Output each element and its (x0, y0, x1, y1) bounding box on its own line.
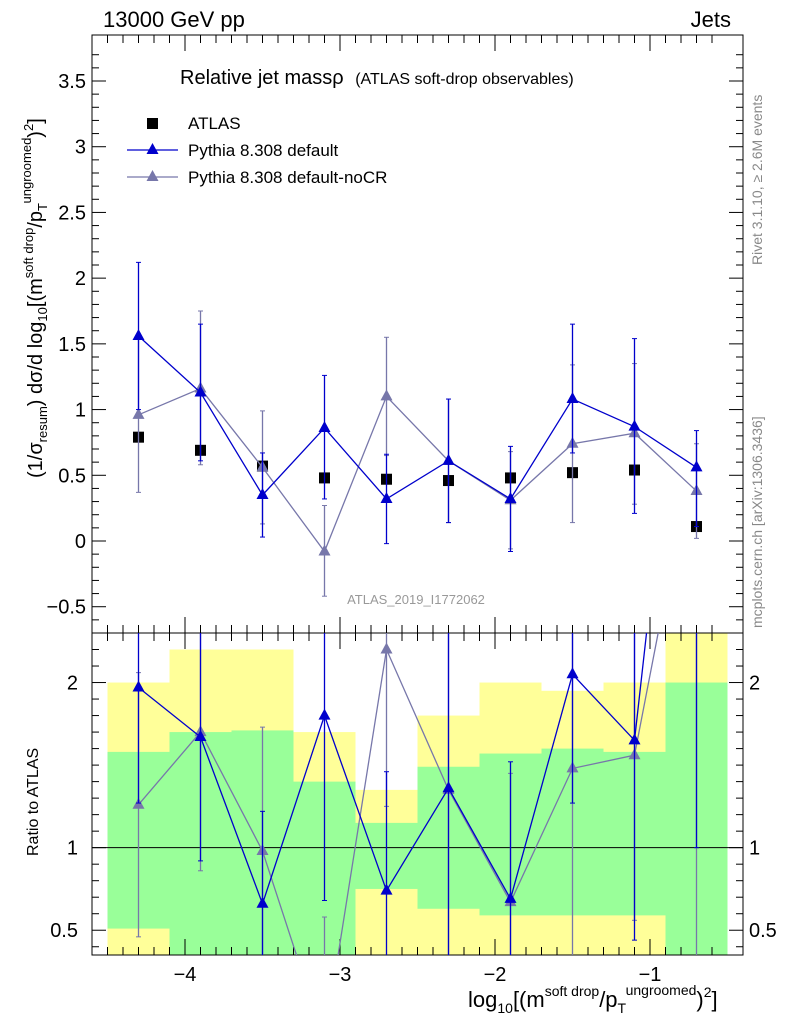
main-pythia-default-point (380, 491, 393, 503)
legend-label-pythia-default: Pythia 8.308 default (188, 141, 339, 160)
legend-label-pythia-nocr: Pythia 8.308 default-noCR (188, 168, 387, 187)
x-tick-label: −1 (639, 964, 662, 986)
process-label: Jets (691, 7, 731, 32)
legend-marker-pythia-nocr (146, 170, 159, 181)
analysis-watermark: ATLAS_2019_I1772062 (347, 592, 485, 607)
ratio-y-tick-label-left: 1 (67, 838, 78, 860)
chart-title-main: Relative jet massρ (180, 67, 344, 89)
ratio-pythia-nocr-point (380, 642, 393, 654)
main-pythia-default-point (442, 453, 455, 465)
main-pythia-default-point (256, 488, 269, 499)
main-y-tick-label: 1 (75, 400, 86, 422)
main-pythia-default-point (690, 460, 703, 472)
chart-subtitle: (ATLAS soft-drop observables) (355, 71, 573, 88)
main-y-tick-label: 0 (75, 531, 86, 553)
ratio-pythia-nocr-line (138, 633, 659, 955)
ratio-pythia-default-point (442, 781, 455, 793)
ratio-series-layer (132, 633, 699, 955)
main-pythia-default-point (628, 419, 641, 431)
legend-marker-atlas (147, 118, 158, 129)
main-y-tick-label: 3 (75, 137, 86, 159)
legend-marker-pythia-default (146, 143, 159, 154)
energy-label: 13000 GeV pp (103, 7, 245, 32)
ratio-y-axis: 0.5 0.5 1 1 2 2 (50, 649, 777, 948)
legend: ATLAS Pythia 8.308 default Pythia 8.308 … (127, 114, 387, 187)
main-y-tick-label: −0.5 (47, 597, 86, 619)
ratio-y-axis-label: Ratio to ATLAS (25, 748, 42, 856)
main-y-tick-label: 2 (75, 268, 86, 290)
x-axis: −4 −3 −2 −1 (107, 35, 713, 986)
main-pythia-default-point (566, 392, 579, 404)
ratio-y-tick-label-right: 2 (749, 673, 760, 695)
ratio-y-tick-label-right: 0.5 (749, 920, 777, 942)
main-y-tick-label: 0.5 (58, 465, 86, 487)
main-pythia-nocr-point (380, 389, 393, 401)
x-tick-label: −2 (484, 964, 507, 986)
legend-label-atlas: ATLAS (188, 114, 241, 133)
ratio-pythia-default-point (318, 708, 331, 720)
chart-title: Relative jet massρ (ATLAS soft-drop obse… (180, 67, 574, 89)
main-pythia-default-point (132, 328, 145, 340)
ratio-pythia-default-point (380, 883, 393, 895)
ratio-pythia-default-point (256, 896, 269, 908)
main-pythia-nocr-line (138, 387, 697, 553)
main-pythia-default-line (138, 335, 697, 500)
main-series-layer (132, 261, 703, 597)
main-y-axis-label: (1/σresum) dσ/d log10[(msoft drop/pTungr… (19, 118, 50, 478)
rivet-version-label: Rivet 3.1.10, ≥ 2.6M events (749, 95, 765, 265)
ratio-pythia-default-point (628, 733, 641, 745)
main-pythia-default-point (194, 385, 207, 397)
main-pythia-default-point (318, 420, 331, 432)
ratio-y-tick-label-left: 0.5 (50, 920, 78, 942)
main-y-axis: −0.5 0 0.5 1 1.5 2 2.5 3 3.5 (47, 54, 743, 621)
x-tick-label: −3 (329, 964, 352, 986)
main-pythia-nocr-point (132, 407, 145, 419)
ratio-pythia-default-point (504, 891, 517, 903)
x-tick-label: −4 (174, 964, 197, 986)
ratio-pythia-default-point (132, 680, 145, 692)
mcplots-label: mcplots.cern.ch [arXiv:1306.3436] (749, 416, 765, 628)
main-y-tick-label: 3.5 (58, 71, 86, 93)
ratio-pythia-default-point (566, 667, 579, 679)
main-y-tick-label: 2.5 (58, 202, 86, 224)
ratio-pythia-default-point (194, 730, 207, 742)
main-y-tick-label: 1.5 (58, 334, 86, 356)
ratio-pythia-default-line (138, 633, 648, 906)
ratio-y-tick-label-left: 2 (67, 673, 78, 695)
ratio-y-tick-label-right: 1 (749, 838, 760, 860)
main-pythia-default-point (504, 491, 517, 503)
main-pythia-nocr-point (318, 544, 331, 556)
x-axis-label: log10[(msoft drop/pTungroomed)2] (468, 982, 718, 1016)
